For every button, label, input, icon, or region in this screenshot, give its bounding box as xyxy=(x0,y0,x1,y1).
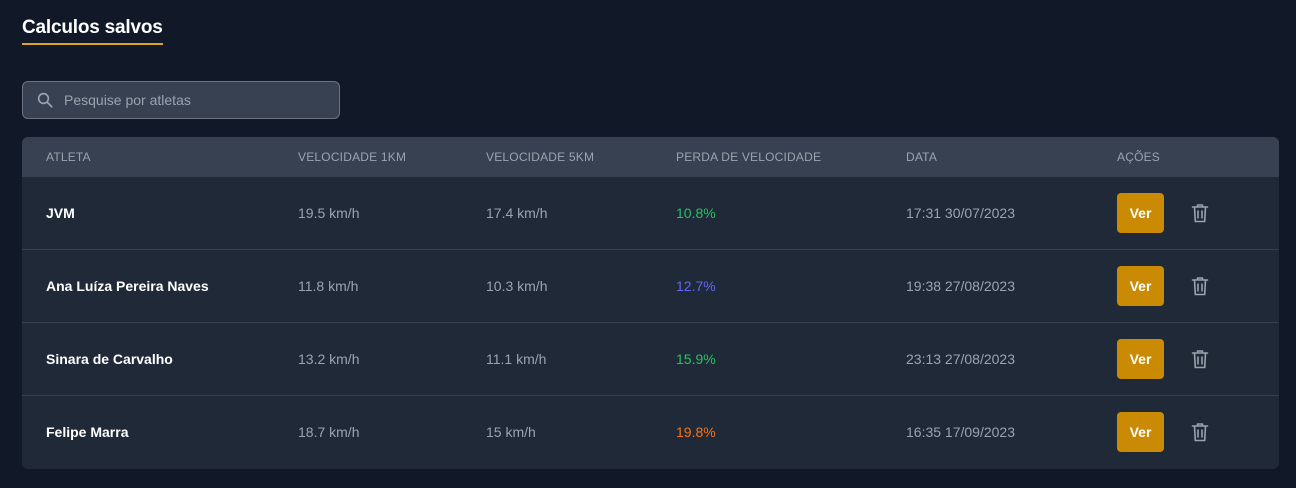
page-title-wrap: Calculos salvos xyxy=(22,17,163,45)
row-actions: Ver xyxy=(1117,396,1209,468)
speed-1km: 13.2 km/h xyxy=(298,351,360,367)
date: 16:35 17/09/2023 xyxy=(906,424,1015,440)
page-title: Calculos salvos xyxy=(22,17,163,45)
speed-1km: 11.8 km/h xyxy=(298,278,359,294)
date: 19:38 27/08/2023 xyxy=(906,278,1015,294)
saved-calculations-table: Atleta Velocidade 1km Velocidade 5km Per… xyxy=(22,137,1279,469)
table-row: Ana Luíza Pereira Naves 11.8 km/h 10.3 k… xyxy=(22,250,1279,323)
row-actions: Ver xyxy=(1117,250,1209,322)
view-button[interactable]: Ver xyxy=(1117,266,1164,306)
table-row: JVM 19.5 km/h 17.4 km/h 10.8% 17:31 30/0… xyxy=(22,177,1279,250)
trash-icon[interactable] xyxy=(1191,276,1209,296)
speed-5km: 17.4 km/h xyxy=(486,205,548,221)
search-box[interactable] xyxy=(22,81,340,119)
date: 23:13 27/08/2023 xyxy=(906,351,1015,367)
column-header-speed-loss: Perda de velocidade xyxy=(676,150,822,164)
column-header-date: Data xyxy=(906,150,938,164)
column-header-actions: Ações xyxy=(1117,150,1161,164)
athlete-name: JVM xyxy=(46,205,75,221)
column-header-speed-5km: Velocidade 5km xyxy=(486,150,595,164)
speed-5km: 10.3 km/h xyxy=(486,278,548,294)
speed-loss: 10.8% xyxy=(676,205,716,221)
speed-5km: 11.1 km/h xyxy=(486,351,547,367)
speed-loss: 12.7% xyxy=(676,278,716,294)
speed-1km: 19.5 km/h xyxy=(298,205,360,221)
column-header-athlete: Atleta xyxy=(46,150,91,164)
row-actions: Ver xyxy=(1117,323,1209,395)
speed-5km: 15 km/h xyxy=(486,424,536,440)
table-body: JVM 19.5 km/h 17.4 km/h 10.8% 17:31 30/0… xyxy=(22,177,1279,469)
column-header-speed-1km: Velocidade 1km xyxy=(298,150,407,164)
search-input[interactable] xyxy=(64,82,339,118)
table-row: Felipe Marra 18.7 km/h 15 km/h 19.8% 16:… xyxy=(22,396,1279,469)
athlete-name: Felipe Marra xyxy=(46,424,129,440)
trash-icon[interactable] xyxy=(1191,203,1209,223)
speed-1km: 18.7 km/h xyxy=(298,424,360,440)
table-header: Atleta Velocidade 1km Velocidade 5km Per… xyxy=(22,137,1279,177)
view-button[interactable]: Ver xyxy=(1117,193,1164,233)
view-button[interactable]: Ver xyxy=(1117,339,1164,379)
view-button[interactable]: Ver xyxy=(1117,412,1164,452)
speed-loss: 19.8% xyxy=(676,424,716,440)
trash-icon[interactable] xyxy=(1191,422,1209,442)
date: 17:31 30/07/2023 xyxy=(906,205,1015,221)
trash-icon[interactable] xyxy=(1191,349,1209,369)
athlete-name: Ana Luíza Pereira Naves xyxy=(46,278,209,294)
search-icon xyxy=(36,91,54,109)
speed-loss: 15.9% xyxy=(676,351,716,367)
row-actions: Ver xyxy=(1117,177,1209,249)
athlete-name: Sinara de Carvalho xyxy=(46,351,173,367)
table-row: Sinara de Carvalho 13.2 km/h 11.1 km/h 1… xyxy=(22,323,1279,396)
